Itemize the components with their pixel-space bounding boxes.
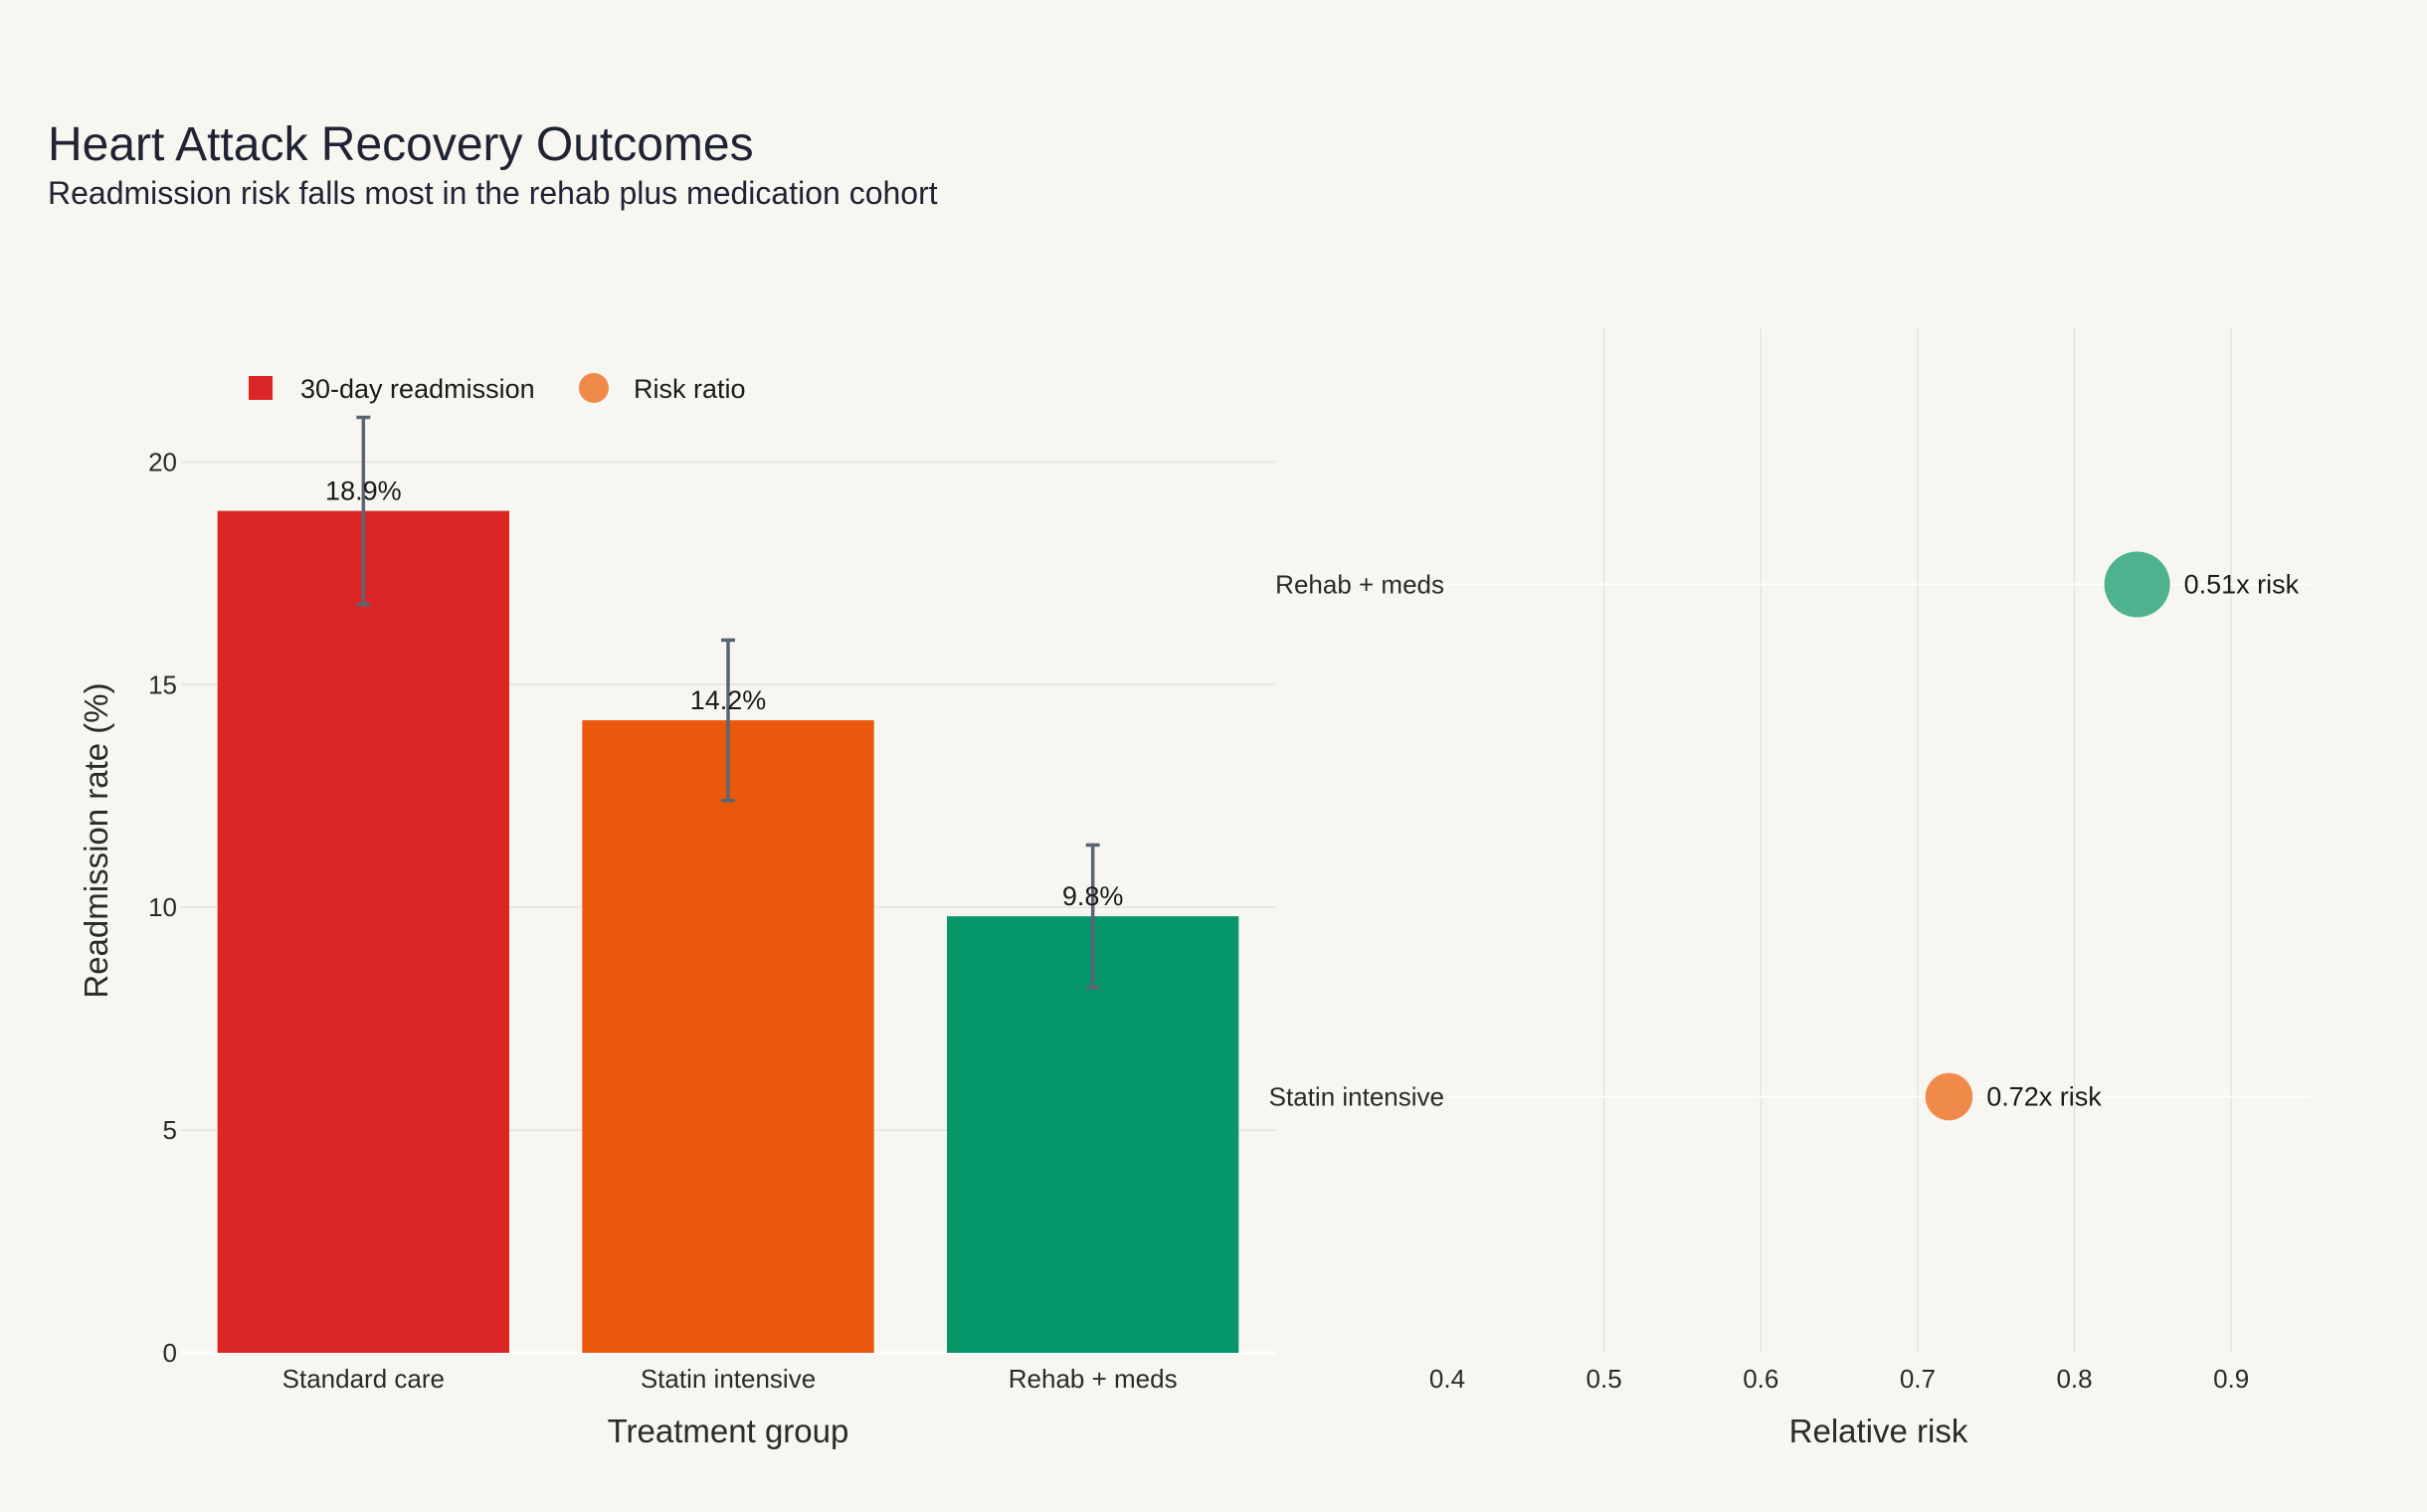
x-tick-label: 0.7 [1900,1364,1936,1394]
x-axis-title: Treatment group [608,1413,849,1449]
x-tick-label: Rehab + meds [1009,1364,1178,1394]
bar-value-label: 14.2% [690,685,767,715]
x-tick-label: 0.9 [2213,1364,2249,1394]
legend-dot-label[interactable]: Risk ratio [634,374,746,404]
y-tick-label: 15 [148,669,177,699]
x-tick-label: 0.8 [2056,1364,2092,1394]
legend: 30-day readmission Risk ratio [249,373,746,404]
x-tick-label: 0.4 [1429,1364,1465,1394]
risk-value-label: 0.51x risk [2184,570,2300,600]
y-tick-label: 5 [163,1115,177,1145]
risk-marker[interactable] [2104,551,2170,618]
y-tick-label: Rehab + meds [1275,570,1444,600]
bar-value-label: 18.9% [325,476,402,506]
y-tick-label: Statin intensive [1269,1082,1444,1112]
y-tick-label: 0 [163,1338,177,1368]
risk-ratio-chart: 0.4 0.5 0.6 0.7 0.8 0.9 Statin intensive 0.72x … [1269,328,2310,1449]
x-tick-label: 0.5 [1587,1364,1622,1394]
x-tick-label: 0.6 [1743,1364,1778,1394]
x-tick-label: Standard care [282,1364,445,1394]
chart-title: Heart Attack Recovery Outcomes [48,118,754,171]
bar[interactable] [582,720,874,1353]
legend-bar-label[interactable]: 30-day readmission [300,374,535,404]
x-axis-title: Relative risk [1789,1413,1968,1449]
bar-chart: 0 5 10 15 20 18.9% Standard care 14.2% Statin in… [78,415,1275,1449]
legend-bar-swatch[interactable] [249,376,273,400]
bar[interactable] [217,510,509,1353]
y-axis-title: Readmission rate (%) [78,682,114,998]
chart-subtitle: Readmission risk falls most in the rehab… [48,175,938,211]
risk-marker[interactable] [1925,1072,1973,1121]
y-tick-label: 10 [148,892,177,922]
x-tick-label: Statin intensive [641,1364,816,1394]
y-tick-label: 20 [148,447,177,476]
bar-value-label: 9.8% [1062,881,1124,911]
risk-value-label: 0.72x risk [1986,1082,2102,1112]
legend-dot-swatch[interactable] [579,373,609,403]
